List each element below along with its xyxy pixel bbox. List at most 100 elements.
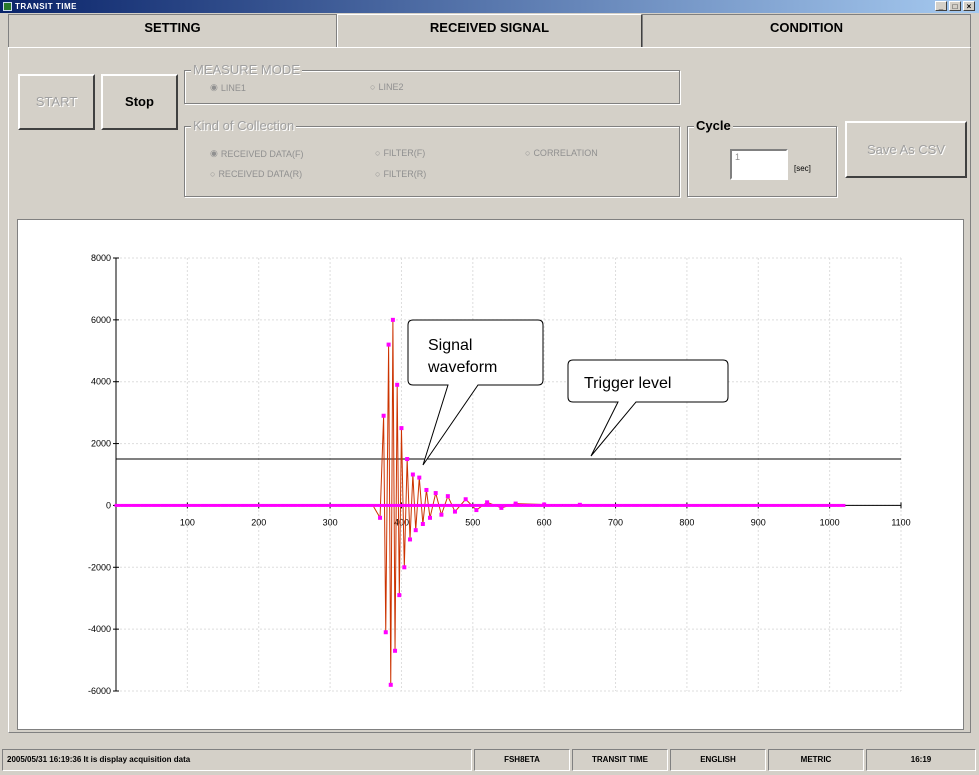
signal-point — [395, 382, 400, 387]
signal-point — [582, 503, 586, 507]
maximize-button[interactable]: □ — [949, 1, 961, 11]
signal-point — [722, 503, 726, 507]
title-bar: TRANSIT TIME _ □ × — [0, 0, 979, 13]
radio-line2-label: LINE2 — [378, 82, 404, 92]
signal-point — [459, 503, 463, 507]
radio-line1[interactable]: ◉ LINE1 — [210, 82, 246, 93]
signal-point — [308, 503, 312, 507]
x-tick-label: 800 — [679, 517, 694, 527]
signal-waveform-callout-text-1: Signal — [428, 337, 472, 354]
y-tick-label: 6000 — [91, 315, 111, 325]
signal-point — [402, 565, 407, 570]
signal-point — [405, 503, 409, 507]
signal-point — [117, 503, 121, 507]
signal-point — [365, 503, 369, 507]
radio-filter-f[interactable]: ○ FILTER(F) — [375, 148, 425, 158]
signal-point — [477, 503, 481, 507]
signal-point — [685, 503, 689, 507]
signal-point — [705, 503, 709, 507]
trigger-level-callout — [567, 359, 729, 457]
start-button[interactable]: START — [18, 74, 95, 130]
signal-point — [565, 503, 569, 507]
signal-point — [731, 503, 735, 507]
signal-point — [545, 503, 549, 507]
signal-point — [782, 503, 786, 507]
y-tick-label: 2000 — [91, 439, 111, 449]
signal-point — [728, 503, 732, 507]
signal-point — [833, 503, 837, 507]
signal-point — [513, 501, 518, 506]
signal-point — [642, 503, 646, 507]
signal-point — [180, 503, 184, 507]
tab-setting[interactable]: SETTING — [8, 14, 337, 48]
signal-point — [811, 503, 815, 507]
signal-point — [297, 503, 301, 507]
x-tick-label: 1000 — [820, 517, 840, 527]
tab-bar: SETTING RECEIVED SIGNAL CONDITION — [8, 14, 971, 48]
minimize-button[interactable]: _ — [935, 1, 947, 11]
signal-point — [340, 503, 344, 507]
signal-point — [839, 503, 843, 507]
signal-point — [785, 503, 789, 507]
signal-point — [454, 503, 458, 507]
signal-point — [331, 503, 335, 507]
signal-point — [805, 503, 809, 507]
radio-filter-r[interactable]: ○ FILTER(R) — [375, 169, 426, 179]
signal-point — [771, 503, 775, 507]
radio-filter-f-label: FILTER(F) — [383, 148, 426, 158]
signal-point — [765, 503, 769, 507]
signal-point — [240, 503, 244, 507]
cycle-input[interactable]: 1 — [730, 149, 788, 180]
radio-line2[interactable]: ○ LINE2 — [370, 82, 403, 92]
signal-point — [320, 503, 324, 507]
signal-point — [148, 503, 152, 507]
signal-point — [442, 503, 446, 507]
signal-point — [791, 503, 795, 507]
save-csv-button[interactable]: Save As CSV — [845, 121, 967, 178]
signal-point — [288, 503, 292, 507]
signal-point — [433, 491, 438, 496]
signal-point — [405, 457, 410, 462]
x-tick-label: 700 — [608, 517, 623, 527]
radio-received-data-r[interactable]: ○ RECEIVED DATA(R) — [210, 169, 302, 179]
signal-point — [585, 503, 589, 507]
signal-point — [499, 505, 504, 510]
signal-point — [128, 503, 132, 507]
signal-point — [254, 503, 258, 507]
signal-point — [668, 503, 672, 507]
signal-point — [451, 503, 455, 507]
signal-point — [708, 503, 712, 507]
signal-point — [260, 503, 264, 507]
radio-unselected-icon: ○ — [375, 169, 381, 179]
x-tick-label: 900 — [751, 517, 766, 527]
radio-correlation[interactable]: ○ CORRELATION — [525, 148, 598, 158]
signal-point — [554, 503, 558, 507]
signal-point — [494, 503, 498, 507]
signal-point — [676, 503, 680, 507]
radio-unselected-icon: ○ — [375, 148, 381, 158]
y-tick-label: -2000 — [88, 562, 111, 572]
signal-point — [716, 503, 720, 507]
radio-received-data-f[interactable]: ◉ RECEIVED DATA(F) — [210, 148, 304, 159]
chart-area: 100 200 300 400 500 600 700 800 900 1000 1100 -6000… — [17, 219, 964, 730]
signal-point — [619, 503, 623, 507]
signal-point — [614, 503, 618, 507]
signal-point — [539, 503, 543, 507]
signal-point — [160, 503, 164, 507]
signal-point — [622, 503, 626, 507]
close-button[interactable]: × — [963, 1, 975, 11]
signal-point — [334, 503, 338, 507]
signal-point — [602, 503, 606, 507]
signal-point — [185, 503, 189, 507]
signal-point — [220, 503, 224, 507]
status-model: FSH8ETA — [474, 749, 570, 771]
signal-point — [736, 503, 740, 507]
signal-point — [719, 503, 723, 507]
signal-point — [759, 503, 763, 507]
tab-received-signal[interactable]: RECEIVED SIGNAL — [337, 14, 642, 48]
tab-condition[interactable]: CONDITION — [642, 14, 971, 48]
stop-button[interactable]: Stop — [101, 74, 178, 130]
signal-point — [528, 503, 532, 507]
signal-point — [688, 503, 692, 507]
signal-point — [522, 503, 526, 507]
